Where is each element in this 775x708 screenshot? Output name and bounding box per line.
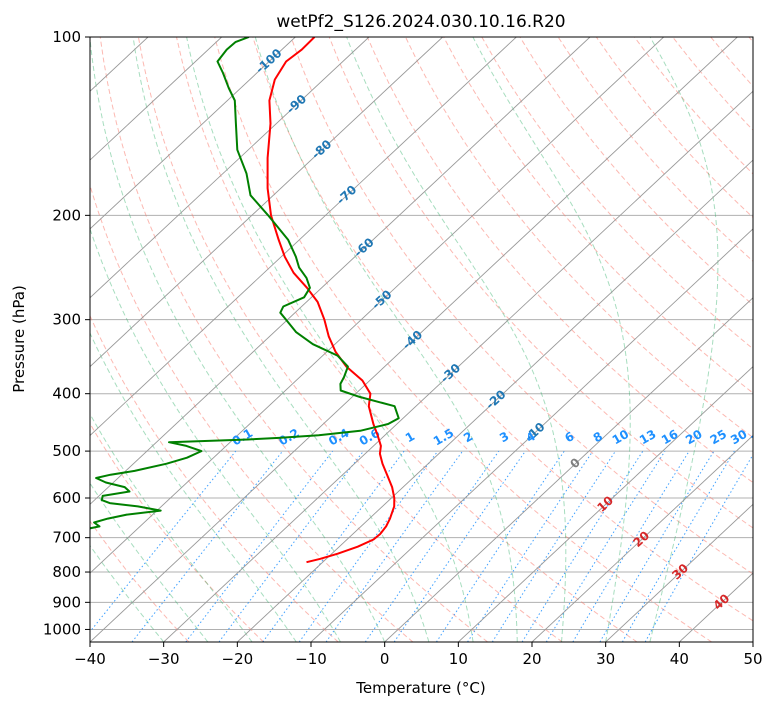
y-tick-label: 1000 [43, 620, 81, 638]
moist-adiabat-line [90, 413, 253, 642]
isotherm-line [458, 365, 753, 642]
isotherm-line [90, 37, 591, 505]
isotherm-line [90, 37, 443, 368]
mixing-ratio-line [364, 450, 500, 642]
y-tick-label: 400 [52, 385, 81, 403]
isotherm-line [90, 37, 738, 642]
isotherm-line [90, 37, 370, 299]
dry-adiabat-line [137, 37, 563, 642]
x-tick-label: 50 [743, 650, 762, 668]
isotherm-line [605, 503, 753, 642]
chart-title: wetPf2_S126.2024.030.10.16.R20 [276, 12, 565, 32]
plot-frame [89, 36, 754, 643]
y-tick-label: 700 [52, 529, 81, 547]
mixing-ratio-label: 36 [749, 427, 770, 447]
mixing-ratio-line [218, 450, 364, 642]
mixing-ratio-line [521, 450, 644, 642]
dry-adiabat-line [90, 422, 264, 642]
y-tick-label: 900 [52, 593, 81, 611]
isotherm-line [384, 297, 753, 642]
isotherms [90, 37, 753, 642]
y-tick-label: 500 [52, 442, 81, 460]
mixing-ratio-line [435, 450, 565, 642]
x-tick-label: 10 [449, 650, 468, 668]
isotherm-line [531, 434, 753, 642]
dry-adiabat-line [176, 37, 638, 642]
x-tick-label: 40 [670, 650, 689, 668]
y-tick-label: 600 [52, 489, 81, 507]
mixing-ratio-line [545, 450, 666, 642]
moist-adiabat-line [472, 37, 631, 642]
y-axis-ticks: 100 200 300 400 500 600 700 800 900 1000 [43, 28, 90, 638]
dry-adiabat-line [99, 37, 488, 642]
y-tick-label: 300 [52, 311, 81, 329]
moist-adiabat-line [90, 331, 297, 642]
dry-adiabat-line [405, 37, 753, 439]
dry-adiabat-line [90, 314, 339, 642]
dry-adiabat-line [90, 520, 190, 642]
isotherm-line [310, 228, 753, 642]
isotherm-line [237, 159, 753, 642]
moist-adiabat-line [90, 37, 386, 642]
isotherm-line [90, 37, 222, 161]
plot-area: -100-90-80-70-60-50-40-30-20-10010203040… [90, 37, 770, 642]
y-tick-label: 200 [52, 206, 81, 224]
mixing-ratio-line [325, 450, 464, 642]
mixing-ratio-line [298, 450, 439, 642]
dry-adiabat-line [519, 37, 753, 306]
x-tick-label: −30 [148, 650, 180, 668]
moist-adiabat-line [649, 37, 719, 642]
moist-adiabat-line [186, 37, 474, 642]
mixing-ratio-line [467, 450, 594, 642]
isotherm-line [90, 37, 517, 437]
moist-adiabat-line [254, 37, 518, 642]
isotherm-line [163, 90, 753, 642]
isotherm-line [90, 37, 664, 574]
x-tick-label: 30 [596, 650, 615, 668]
x-axis-ticks: −40 −30 −20 −10 0 10 20 30 40 50 [74, 642, 763, 668]
dewpoint-line [90, 37, 400, 530]
isotherm-line [90, 37, 296, 230]
x-tick-label: −10 [295, 650, 327, 668]
x-axis-title: Temperature (°C) [355, 679, 485, 697]
dry-adiabat-line [481, 37, 753, 350]
x-tick-label: 0 [380, 650, 390, 668]
y-tick-label: 800 [52, 563, 81, 581]
temperature-line [266, 37, 396, 564]
dry-adiabat-line [252, 37, 753, 622]
profile-series [90, 37, 400, 564]
moist-adiabat-line [132, 37, 430, 642]
moist-adiabat-line [90, 227, 341, 642]
x-tick-label: −40 [74, 650, 106, 668]
dry-adiabat-line [290, 37, 753, 575]
moist-adiabat-line [90, 482, 209, 642]
moist-adiabat-line [346, 37, 567, 642]
mixing-ratio-line [90, 450, 237, 633]
x-tick-label: −20 [222, 650, 254, 668]
moist-adiabats [90, 37, 719, 642]
mixing-ratio-line [262, 450, 405, 642]
y-axis-title: Pressure (hPa) [10, 285, 28, 393]
y-tick-label: 100 [52, 28, 81, 46]
mixing-ratio-line [572, 450, 690, 642]
x-tick-label: 20 [522, 650, 541, 668]
